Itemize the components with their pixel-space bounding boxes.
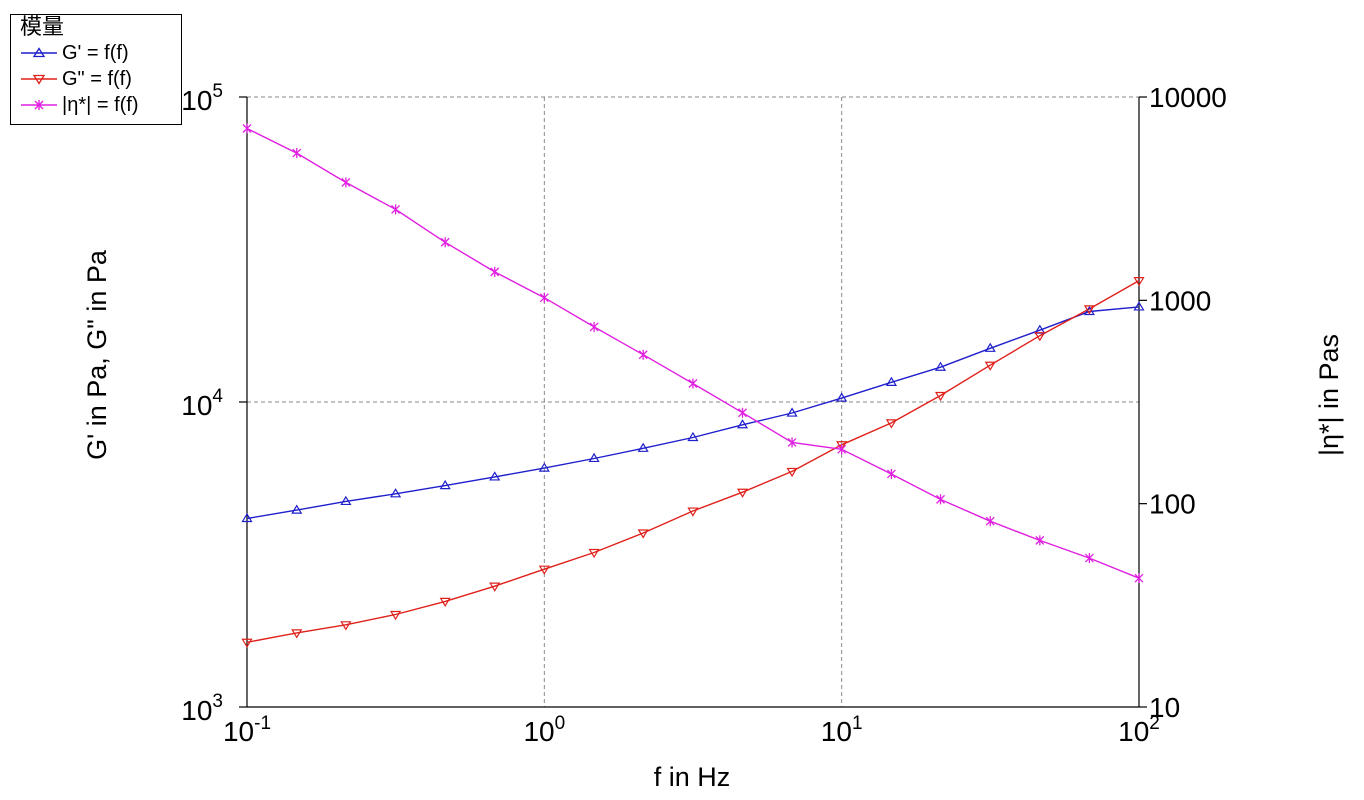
data-point-viscosity <box>589 321 599 332</box>
y2-tick-label: 100 <box>1149 489 1196 520</box>
data-point-viscosity <box>638 349 648 360</box>
data-point-viscosity <box>242 123 252 134</box>
data-point-gdoubleprime <box>687 507 699 517</box>
data-point-viscosity <box>539 292 549 303</box>
data-point-viscosity <box>837 444 847 455</box>
data-point-gprime <box>588 452 600 463</box>
data-point-viscosity <box>490 266 500 277</box>
legend-entry-viscosity: |η*| = f(f) <box>19 93 189 117</box>
data-point-gprime <box>934 361 947 371</box>
x-tick-label: 101 <box>821 713 863 747</box>
x-tick-label: 102 <box>1118 713 1160 747</box>
y-tick-label: 103 <box>181 691 223 726</box>
data-point-gprime <box>390 488 402 498</box>
y2-tick-label: 10000 <box>1149 82 1227 113</box>
data-point-viscosity <box>738 407 747 418</box>
data-point-gdoubleprime <box>439 597 451 608</box>
data-point-gprime <box>836 392 848 402</box>
data-point-gdoubleprime <box>984 361 996 371</box>
data-point-gprime <box>439 479 451 490</box>
data-point-gdoubleprime <box>291 629 303 639</box>
data-point-viscosity <box>440 237 450 248</box>
legend-entry-gdoubleprime: G" = f(f) <box>19 67 189 91</box>
series-line-0 <box>246 306 1140 520</box>
data-point-gdoubleprime <box>836 441 848 451</box>
legend-swatch-gprime <box>21 47 57 58</box>
series-markers <box>241 123 1145 648</box>
y-tick-label: 104 <box>181 386 223 421</box>
axes <box>239 96 1147 708</box>
legend-title: 模量 <box>20 15 65 40</box>
data-point-gprime <box>291 504 303 514</box>
data-point-gdoubleprime <box>489 582 501 592</box>
x-tick-label: 10-1 <box>223 713 271 747</box>
x-tick-label: 100 <box>523 713 565 747</box>
data-point-viscosity <box>886 468 896 479</box>
data-point-gprime <box>241 512 253 523</box>
data-point-gdoubleprime <box>1034 332 1046 342</box>
data-point-viscosity <box>391 204 401 215</box>
data-point-gprime <box>984 342 996 352</box>
data-point-viscosity <box>787 437 797 448</box>
data-point-viscosity <box>985 516 995 527</box>
legend-label-gprime: G' = f(f) <box>62 42 129 64</box>
data-point-gdoubleprime <box>637 529 649 539</box>
data-point-gprime <box>489 471 501 481</box>
x-axis-label: f in Hz <box>654 762 731 792</box>
data-point-viscosity <box>688 378 698 389</box>
data-point-viscosity <box>1134 573 1144 584</box>
legend-entry-gprime: G' = f(f) <box>19 41 189 65</box>
grid-lines <box>247 96 1139 707</box>
data-point-gdoubleprime <box>885 419 897 429</box>
y2-tick-label: 1000 <box>1149 285 1211 316</box>
y2-tick-label: 10 <box>1149 692 1180 723</box>
data-point-gprime <box>786 407 798 417</box>
data-point-viscosity <box>341 177 351 188</box>
data-point-gdoubleprime <box>1083 305 1095 315</box>
data-point-gdoubleprime <box>934 391 947 402</box>
data-point-gdoubleprime <box>1133 277 1145 287</box>
y-axis-label: G' in Pa, G" in Pa <box>82 249 112 460</box>
data-point-gdoubleprime <box>786 467 798 478</box>
legend-swatch-gdoubleprime <box>21 74 57 85</box>
data-point-viscosity <box>1084 553 1094 564</box>
data-point-gdoubleprime <box>390 610 402 621</box>
legend-label-viscosity: |η*| = f(f) <box>62 94 139 116</box>
legend-label-gdoubleprime: G" = f(f) <box>62 68 132 90</box>
y-tick-label: 105 <box>181 81 223 116</box>
data-point-gprime <box>687 431 699 442</box>
data-point-gdoubleprime <box>588 548 600 559</box>
data-point-gdoubleprime <box>538 565 550 575</box>
data-point-viscosity <box>292 148 302 159</box>
data-point-viscosity <box>936 494 945 505</box>
data-point-gprime <box>1133 301 1145 311</box>
data-point-gprime <box>538 462 550 472</box>
series-line-1 <box>246 279 1140 643</box>
data-point-gdoubleprime <box>736 488 749 498</box>
y2-axis-label: |η*| in Pas <box>1314 334 1344 456</box>
legend: 模量 G' = f(f) G" = f(f) |η*| = f(f) <box>10 14 182 125</box>
data-point-viscosity <box>1035 535 1045 546</box>
data-point-gdoubleprime <box>340 621 352 631</box>
data-point-gprime <box>340 495 352 506</box>
data-point-gdoubleprime <box>241 638 253 648</box>
data-point-gprime <box>637 442 649 452</box>
legend-swatch-viscosity <box>21 100 57 110</box>
data-point-gprime <box>885 376 897 386</box>
data-point-gprime <box>736 419 749 429</box>
tick-labels: 10-1 100 101 102 103 104 105 10 100 1000 10000 <box>181 81 1227 747</box>
